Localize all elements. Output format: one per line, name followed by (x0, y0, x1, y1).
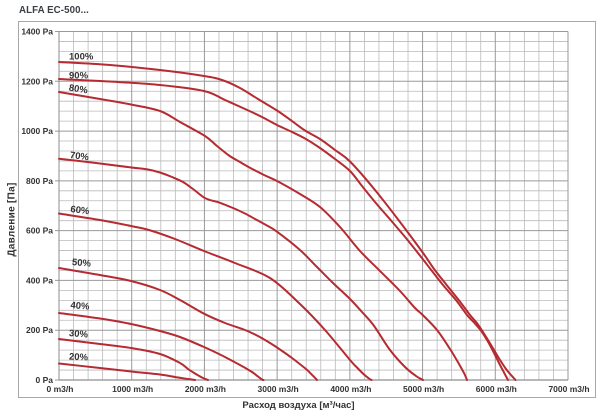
svg-text:1000 Pa: 1000 Pa (21, 126, 53, 136)
svg-text:600 Pa: 600 Pa (26, 226, 53, 236)
svg-text:1200 Pa: 1200 Pa (21, 76, 53, 86)
svg-text:30%: 30% (68, 328, 88, 341)
svg-text:5000 m3/h: 5000 m3/h (403, 384, 444, 394)
svg-text:2000 m3/h: 2000 m3/h (185, 384, 226, 394)
svg-text:0 m3/h: 0 m3/h (47, 384, 74, 394)
svg-text:50%: 50% (71, 257, 91, 270)
svg-text:0 Pa: 0 Pa (36, 375, 54, 385)
svg-text:6000 m3/h: 6000 m3/h (476, 384, 517, 394)
svg-text:1400 Pa: 1400 Pa (21, 27, 53, 37)
svg-text:60%: 60% (70, 204, 91, 217)
svg-text:90%: 90% (69, 71, 89, 82)
svg-text:200 Pa: 200 Pa (26, 325, 53, 335)
svg-text:7000 m3/h: 7000 m3/h (548, 384, 589, 394)
svg-text:400 Pa: 400 Pa (26, 275, 53, 285)
svg-text:70%: 70% (69, 150, 90, 163)
svg-text:40%: 40% (70, 300, 90, 313)
svg-text:80%: 80% (68, 83, 89, 97)
svg-text:20%: 20% (69, 352, 89, 364)
svg-text:4000 m3/h: 4000 m3/h (330, 384, 371, 394)
svg-text:800 Pa: 800 Pa (26, 176, 53, 186)
svg-text:3000 m3/h: 3000 m3/h (258, 384, 299, 394)
svg-text:1000 m3/h: 1000 m3/h (112, 384, 153, 394)
svg-text:100%: 100% (69, 52, 94, 63)
